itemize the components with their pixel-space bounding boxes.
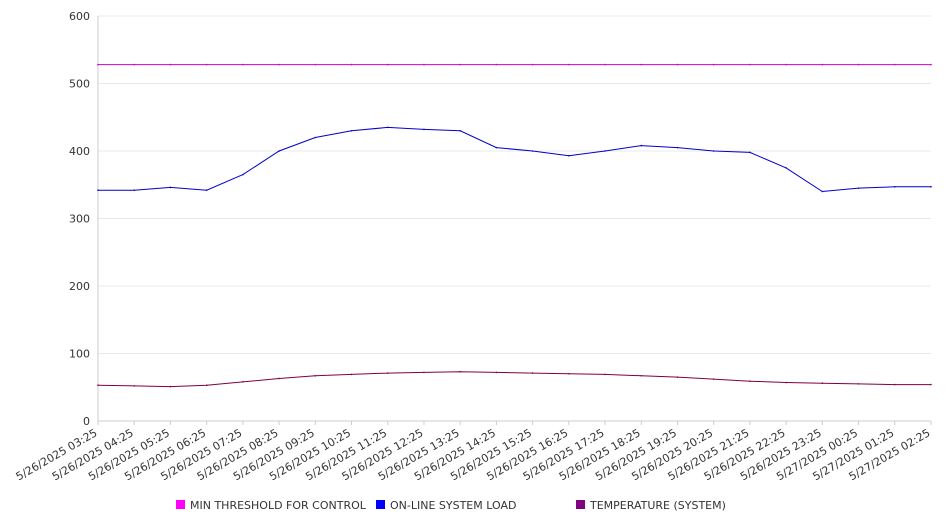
series-2-point-5 — [278, 377, 280, 380]
series-1-point-15 — [640, 144, 643, 147]
legend-swatch-1 — [376, 500, 385, 509]
series-1-point-7 — [350, 129, 353, 132]
series-1-point-4 — [242, 173, 244, 176]
series-2-point-13 — [568, 372, 570, 375]
y-tick-label-200: 200 — [69, 280, 90, 293]
series-0-point-10 — [459, 63, 461, 66]
series-2-point-7 — [350, 373, 353, 376]
series-1-point-18 — [749, 151, 751, 154]
series-1-point-22 — [893, 185, 896, 188]
series-1-point-2 — [169, 186, 172, 189]
y-tick-label-500: 500 — [69, 78, 90, 91]
series-1-point-3 — [205, 189, 208, 191]
series-0-point-23 — [930, 63, 932, 66]
series-0-point-19 — [785, 63, 787, 66]
series-1-point-12 — [531, 150, 534, 152]
series-1-point-10 — [459, 129, 461, 132]
series-2-point-2 — [169, 385, 172, 388]
series-2-point-16 — [676, 376, 679, 378]
series-0-point-11 — [495, 63, 498, 66]
legend-label-2: TEMPERATURE (SYSTEM) — [589, 499, 726, 512]
series-1-point-0 — [97, 189, 99, 191]
series-0-point-22 — [893, 63, 896, 66]
series-1-point-11 — [495, 146, 498, 149]
y-tick-label-600: 600 — [69, 10, 90, 23]
series-2-point-19 — [785, 381, 787, 384]
series-1-point-23 — [930, 185, 932, 188]
series-2-point-0 — [97, 384, 99, 387]
series-2-point-3 — [205, 384, 208, 387]
series-0-point-5 — [278, 63, 280, 66]
series-1-point-1 — [133, 189, 136, 191]
series-0-point-4 — [242, 63, 244, 66]
series-0-point-15 — [640, 63, 643, 66]
series-2-point-22 — [893, 383, 896, 386]
series-2-point-14 — [604, 373, 606, 376]
series-2-point-10 — [459, 370, 461, 373]
series-line-1 — [98, 126, 931, 193]
series-2-point-21 — [857, 383, 860, 385]
series-0-point-3 — [205, 63, 208, 66]
series-1-point-14 — [604, 150, 606, 152]
series-0-point-7 — [350, 63, 353, 66]
series-2-point-6 — [314, 374, 317, 377]
series-0-point-0 — [97, 63, 99, 66]
series-1-point-13 — [568, 154, 570, 157]
series-0-point-12 — [531, 63, 534, 66]
series-0-point-17 — [712, 63, 715, 66]
series-1-point-17 — [712, 150, 715, 152]
series-2-point-17 — [712, 378, 715, 380]
series-0-point-9 — [423, 63, 425, 66]
series-1-point-19 — [785, 167, 787, 169]
legend-swatch-2 — [576, 500, 585, 509]
series-0-point-8 — [386, 63, 389, 66]
series-2-point-15 — [640, 374, 643, 377]
series-0-point-18 — [749, 63, 751, 66]
series-0-point-2 — [169, 63, 172, 66]
legend-label-0: MIN THRESHOLD FOR CONTROL — [190, 499, 367, 512]
y-tick-label-300: 300 — [69, 213, 90, 226]
series-2-point-4 — [242, 381, 244, 383]
series-0-point-14 — [604, 63, 606, 66]
series-0-point-13 — [568, 63, 570, 66]
series-0-point-1 — [133, 63, 136, 66]
series-2-point-11 — [495, 371, 498, 374]
y-tick-label-400: 400 — [69, 145, 90, 158]
series-2-point-1 — [133, 385, 136, 387]
series-2-point-20 — [821, 382, 824, 385]
series-2-point-9 — [423, 371, 425, 374]
series-1-point-16 — [676, 146, 679, 149]
series-1-point-6 — [314, 136, 317, 139]
series-0-point-20 — [821, 63, 824, 66]
series-1-point-9 — [423, 128, 425, 131]
series-0-point-6 — [314, 63, 317, 66]
series-1-point-8 — [386, 126, 389, 129]
series-2-point-18 — [749, 380, 751, 382]
y-tick-label-100: 100 — [69, 348, 90, 361]
series-2-point-8 — [386, 372, 389, 374]
series-2-point-12 — [531, 372, 534, 374]
y-tick-label-0: 0 — [83, 415, 90, 428]
series-line-2 — [97, 371, 931, 388]
series-0-point-21 — [857, 63, 860, 66]
series-2-point-23 — [930, 383, 932, 386]
series-1-point-5 — [278, 150, 280, 152]
series-1-point-20 — [821, 190, 824, 193]
series-1-point-21 — [857, 187, 860, 189]
series-0-point-16 — [676, 63, 679, 66]
legend-label-1: ON-LINE SYSTEM LOAD — [390, 499, 516, 512]
legend-swatch-0 — [176, 500, 185, 509]
